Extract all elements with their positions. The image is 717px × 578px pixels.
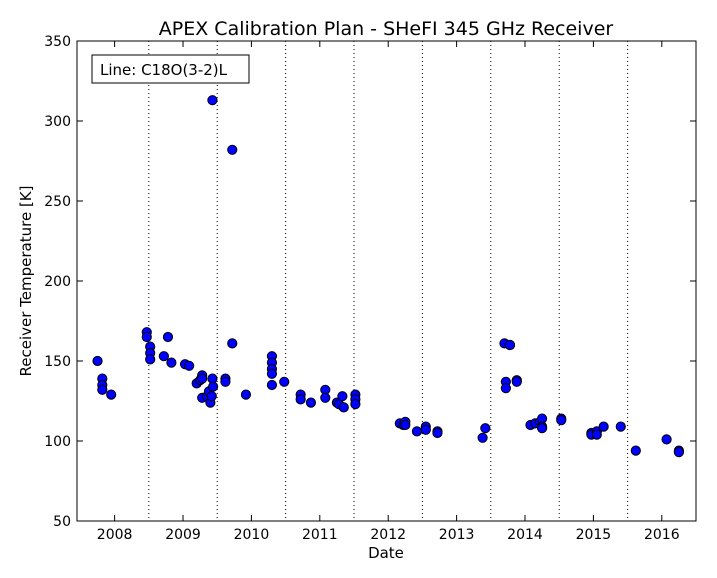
x-tick-label: 2014 (507, 527, 543, 543)
data-point (480, 423, 491, 434)
data-point (106, 389, 117, 400)
plot-frame (76, 40, 697, 522)
legend-box: Line: C18O(3-2)L (91, 54, 250, 84)
data-point (615, 421, 626, 432)
data-point (411, 426, 423, 437)
data-points (92, 95, 685, 458)
data-point (158, 351, 169, 362)
data-point (227, 144, 238, 155)
x-tick-label: 2009 (165, 527, 201, 543)
data-point (337, 391, 348, 402)
x-tick-label: 2015 (576, 527, 612, 543)
y-tick-label: 200 (44, 274, 71, 290)
data-point (477, 432, 488, 443)
data-point (184, 360, 195, 371)
data-point (266, 379, 278, 391)
data-point (537, 423, 548, 434)
x-axis-ticks: 2008 2009 2010 2011 2012 2013 2014 2015 2016 (97, 41, 680, 543)
data-point (208, 381, 219, 392)
x-tick-label: 2016 (644, 527, 680, 543)
data-point (92, 355, 103, 367)
data-point (432, 427, 443, 439)
data-point (166, 357, 177, 368)
vertical-dotted-lines (148, 41, 629, 521)
data-point (305, 397, 317, 408)
data-point (320, 392, 331, 403)
data-point (673, 447, 685, 458)
x-tick-label: 2010 (234, 527, 270, 543)
data-point (661, 434, 672, 445)
data-point (295, 394, 306, 405)
data-point (279, 376, 290, 387)
data-point (504, 339, 516, 351)
y-tick-label: 150 (44, 354, 71, 370)
data-point (240, 389, 252, 400)
data-point (220, 376, 231, 387)
data-point (556, 415, 567, 426)
x-tick-label: 2013 (439, 527, 475, 543)
legend-frame (91, 54, 250, 84)
data-point (500, 383, 511, 394)
data-point (338, 402, 349, 413)
data-point (350, 399, 361, 410)
data-point (630, 445, 641, 456)
data-point (197, 373, 208, 384)
y-tick-label: 250 (44, 194, 71, 210)
x-tick-label: 2008 (97, 527, 133, 543)
legend-text: Line: C18O(3-2)L (100, 61, 228, 79)
x-axis-label: Date (368, 544, 404, 562)
data-point (97, 384, 108, 395)
data-point (162, 331, 174, 343)
y-axis-ticks: 50 100 150 200 250 300 350 (44, 34, 696, 530)
y-tick-label: 350 (44, 34, 71, 50)
chart-title: APEX Calibration Plan - SHeFI 345 GHz Re… (159, 18, 614, 40)
data-point (145, 354, 156, 365)
y-tick-label: 100 (44, 434, 71, 450)
data-point (266, 368, 278, 379)
y-tick-label: 300 (44, 114, 71, 130)
data-point (400, 419, 411, 431)
data-point (227, 338, 238, 349)
data-point (141, 331, 152, 343)
y-tick-label: 50 (53, 514, 71, 530)
data-point (591, 429, 602, 440)
data-point (598, 421, 609, 432)
data-point (207, 95, 218, 106)
data-point (206, 391, 217, 402)
x-tick-label: 2012 (370, 527, 406, 543)
x-tick-label: 2011 (302, 527, 338, 543)
data-point (511, 376, 522, 387)
y-axis-label: Receiver Temperature [K] (17, 186, 35, 377)
data-point (420, 424, 431, 435)
